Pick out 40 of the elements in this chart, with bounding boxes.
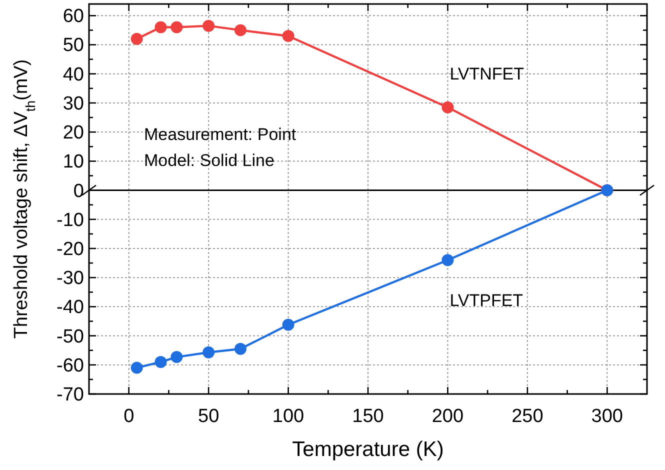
- annotation: Model: Solid Line: [144, 151, 274, 170]
- y-tick-label: -30: [56, 268, 84, 290]
- point: [282, 30, 294, 42]
- annotation: Measurement: Point: [144, 125, 296, 144]
- point: [202, 20, 215, 32]
- point: [234, 342, 246, 355]
- x-tick-label: 200: [432, 406, 464, 427]
- point: [130, 362, 143, 374]
- x-tick-label: 150: [352, 406, 384, 427]
- point: [442, 254, 454, 266]
- y-tick-label: -40: [56, 297, 84, 318]
- series-label: LVTPFET: [450, 291, 524, 310]
- point: [130, 32, 143, 45]
- y-tick-label: -10: [56, 210, 84, 231]
- y-tick-label: 20: [62, 122, 84, 144]
- y-tick-label: 0: [73, 180, 84, 202]
- point: [282, 318, 294, 331]
- series-label: LVTNFET: [450, 64, 524, 84]
- point: [170, 21, 183, 34]
- y-tick-label: -60: [56, 355, 84, 376]
- y-tick-label: -70: [56, 384, 84, 406]
- y-tick-label: 10: [62, 152, 84, 173]
- y-tick-label: -50: [56, 326, 84, 348]
- point: [170, 351, 183, 364]
- y-tick-label: 60: [62, 6, 84, 28]
- y-tick-label: 40: [62, 64, 84, 86]
- point: [234, 24, 246, 36]
- point: [154, 356, 167, 368]
- y-tick-label: -20: [56, 238, 84, 260]
- point: [202, 346, 215, 358]
- point: [154, 21, 167, 34]
- x-tick-label: 50: [198, 406, 220, 427]
- x-tick-label: 0: [124, 406, 134, 427]
- x-tick-label: 300: [591, 406, 623, 427]
- y-tick-label: 30: [62, 93, 84, 114]
- x-tick-label: 100: [272, 406, 304, 427]
- y-tick-label: 50: [62, 35, 84, 56]
- x-axis-title: Temperature (K): [292, 438, 444, 461]
- x-tick-label: 250: [512, 406, 544, 427]
- point: [442, 101, 454, 114]
